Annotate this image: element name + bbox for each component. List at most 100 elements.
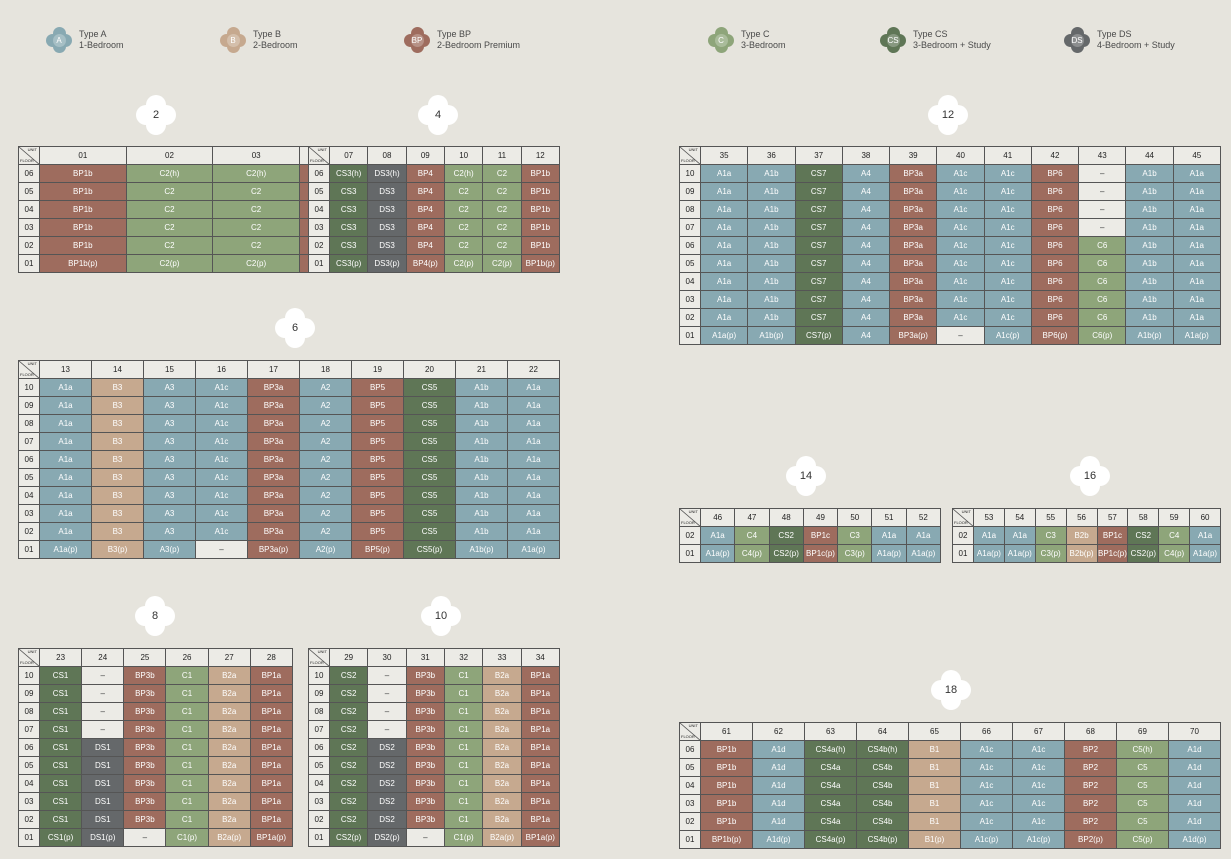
unit-type-cell: – (367, 684, 407, 703)
unit-type-cell: A1c (983, 218, 1032, 237)
floor-row: 06 CS3(h) DS3(h) BP4 C2(h) C2 BP1b (308, 164, 560, 183)
unit-number: 25 (123, 648, 167, 667)
unit-number: 40 (936, 146, 985, 165)
floor-row: 09 A1a A1b CS7 A4 BP3a A1c A1c BP6– A1b A1a (679, 182, 1221, 201)
unit-type-cell: A1d (752, 776, 805, 795)
unit-type-cell: A1a (699, 254, 749, 273)
unit-type-cell: BP1b (520, 182, 560, 201)
unit-number: 30 (367, 648, 407, 667)
unit-type-cell: CS7 (794, 200, 843, 219)
unit-type-cell: BP3b (123, 684, 167, 703)
unit-type-cell: BP1a(p) (520, 828, 560, 847)
legend-title: Type BP (437, 29, 472, 39)
unit-type-cell: CS2 (328, 738, 369, 757)
diagonal-divider-icon (19, 361, 39, 378)
diagonal-divider-icon (953, 509, 973, 526)
unit-type-cell: A1d(p) (752, 830, 805, 849)
unit-type-cell: A1a (507, 396, 560, 415)
floor-number: 01 (18, 254, 40, 273)
unit-type-cell: CS3(p) (328, 254, 369, 273)
unit-type-cell: CS4b(h) (856, 740, 909, 759)
floor-row: 07 A1a B3 A3 A1c BP3a A2 BP5 CS5 A1b A1a (18, 432, 560, 451)
unit-type-cell: A4 (841, 308, 891, 327)
block-8-table: UNIT FLOOR 23 24 25 26 27 28 10 CS1– BP3b C1 B2a BP1a… (18, 648, 293, 847)
unit-type-cell: CS1 (38, 702, 83, 721)
unit-type-cell: BP1b(p) (700, 830, 753, 849)
unit-number: 14 (91, 360, 144, 379)
unit-type-cell: – (81, 684, 125, 703)
unit-type-cell: A1c (195, 468, 248, 487)
unit-type-cell: A1b (455, 504, 508, 523)
floor-row: 01 CS2(p) DS2(p) – C1(p) B2a(p) BP1a(p) (308, 828, 560, 847)
unit-type-cell: BP1b (39, 200, 127, 219)
unit-type-cell: C6 (1078, 272, 1127, 291)
unit-type-cell: BP4 (405, 236, 445, 255)
unit-type-cell: CS4a (804, 758, 857, 777)
unit-type-cell: A3 (143, 522, 196, 541)
unit-type-cell: A1a (1172, 254, 1221, 273)
corner-unit-label: UNIT (688, 723, 698, 728)
unit-type-cell: C2 (443, 200, 484, 219)
unit-number: 64 (856, 722, 909, 741)
unit-type-cell: C2(h) (443, 164, 484, 183)
unit-type-cell: BP3a (247, 450, 300, 469)
unit-type-cell: CS4b(p) (856, 830, 909, 849)
unit-type-cell: A3 (143, 414, 196, 433)
unit-type-cell: A1a(p) (1189, 544, 1221, 563)
legend-item-c: C Type C 3-Bedroom (708, 26, 786, 54)
unit-type-cell: A1a (1003, 526, 1036, 545)
unit-type-cell: B3 (91, 450, 144, 469)
unit-number: 63 (804, 722, 857, 741)
unit-type-cell: DS1 (81, 774, 125, 793)
legend-text: Type B 2-Bedroom (253, 29, 298, 51)
unit-type-cell: B2a (482, 720, 522, 739)
unit-type-cell: A1a (507, 432, 560, 451)
unit-type-cell: C1(p) (165, 828, 209, 847)
unit-number: 68 (1064, 722, 1117, 741)
floor-number: 06 (308, 164, 330, 183)
unit-type-cell: B2a (482, 666, 522, 685)
floor-number: 10 (308, 666, 330, 685)
floor-row: 05 BP1b A1d CS4a CS4b B1 A1c A1c BP2 C5 A1d (679, 758, 1221, 777)
unit-header-row: UNIT FLOOR 23 24 25 26 27 28 (18, 648, 293, 667)
unit-type-cell: BP3a (247, 414, 300, 433)
floor-row: 03 CS1 DS1 BP3b C1 B2a BP1a (18, 792, 293, 811)
unit-type-cell: BP1a (520, 720, 560, 739)
diagonal-divider-icon (19, 649, 39, 666)
legend-badge-icon: A (46, 27, 72, 53)
unit-number: 57 (1096, 508, 1129, 527)
unit-type-cell: CS7 (794, 218, 843, 237)
unit-type-cell: CS5 (403, 504, 456, 523)
corner-unit-label: UNIT (27, 361, 37, 366)
unit-type-cell: A3 (143, 378, 196, 397)
unit-type-cell: A1c (936, 272, 985, 291)
unit-type-cell: BP1a (520, 792, 560, 811)
unit-number: 28 (249, 648, 293, 667)
unit-type-cell: C2 (482, 236, 522, 255)
block-18-badge: 18 (931, 670, 971, 710)
diagonal-divider-icon (680, 509, 700, 526)
unit-type-cell: C2(p) (482, 254, 522, 273)
unit-type-cell: B2a(p) (207, 828, 251, 847)
unit-type-cell: A1a (699, 308, 749, 327)
unit-type-cell: C1 (443, 702, 484, 721)
unit-type-cell: C2 (482, 218, 522, 237)
floor-number: 03 (18, 218, 40, 237)
unit-type-cell: CS2 (768, 526, 804, 545)
unit-floor-corner: UNIT FLOOR (308, 648, 330, 667)
floor-number: 01 (679, 326, 701, 345)
unit-type-cell: A1b (455, 450, 508, 469)
unit-type-cell: BP5 (351, 378, 404, 397)
unit-type-cell: A2 (299, 468, 352, 487)
floor-number: 05 (308, 182, 330, 201)
unit-type-cell: A4 (841, 254, 891, 273)
unit-type-cell: BP5 (351, 450, 404, 469)
floor-number: 10 (679, 164, 701, 183)
floor-row: 05 CS1 DS1 BP3b C1 B2a BP1a (18, 756, 293, 775)
unit-type-cell: BP1b (520, 200, 560, 219)
block-6-badge: 6 (275, 308, 315, 348)
unit-floor-corner: UNIT FLOOR (952, 508, 974, 527)
unit-type-cell: BP3a(p) (889, 326, 938, 345)
legend-subtitle: 4-Bedroom + Study (1097, 40, 1175, 50)
unit-number: 47 (734, 508, 770, 527)
